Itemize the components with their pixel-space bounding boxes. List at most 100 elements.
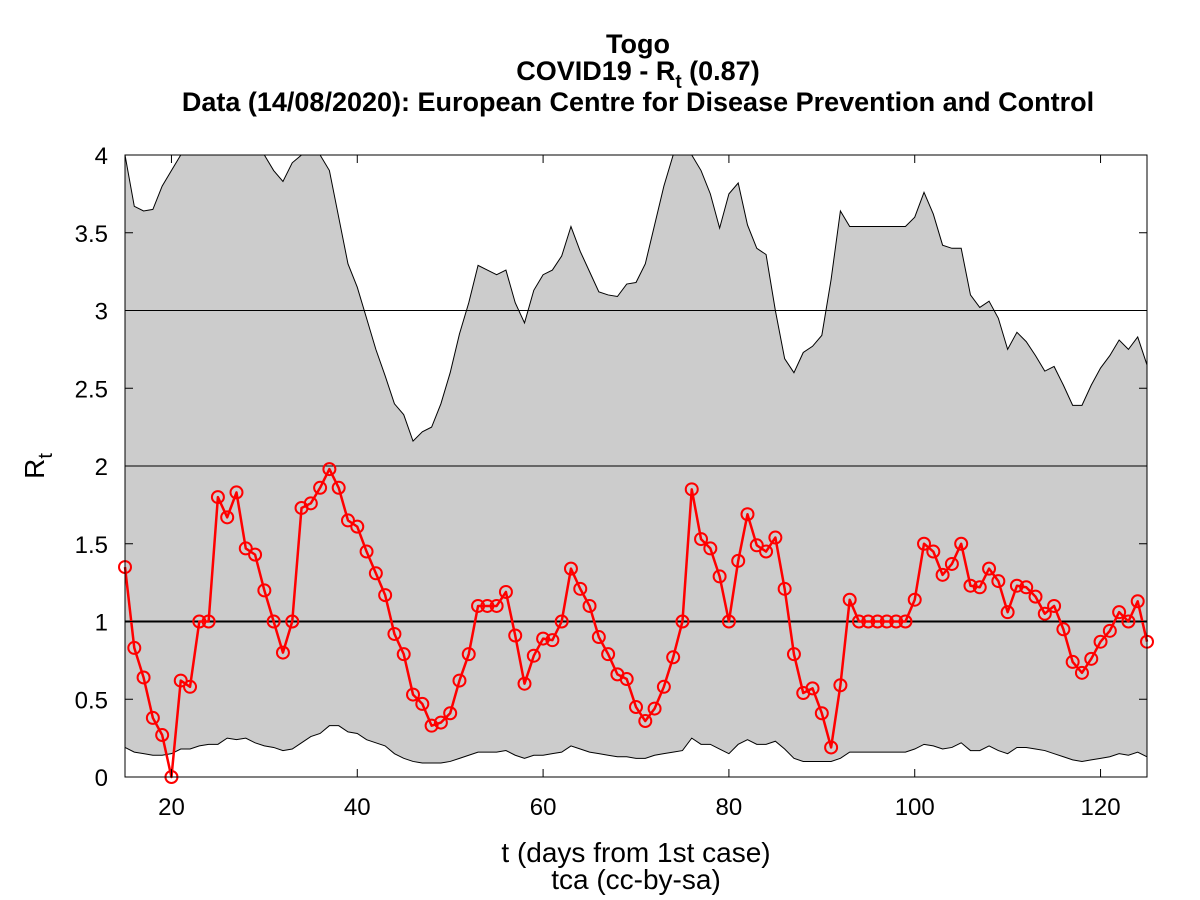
data-point	[1074, 665, 1089, 680]
caption: tca (cc-by-sa)	[551, 864, 721, 895]
y-tick-label: 0	[95, 765, 108, 792]
confidence-band	[124, 154, 1148, 764]
data-point	[991, 574, 1006, 589]
data-point	[508, 628, 523, 643]
data-point	[573, 581, 588, 596]
data-point	[684, 482, 699, 497]
data-point	[982, 561, 997, 576]
data-point	[768, 530, 783, 545]
data-point	[406, 687, 421, 702]
data-point	[721, 614, 736, 629]
data-point	[257, 583, 272, 598]
data-point	[127, 640, 142, 655]
data-point	[926, 544, 941, 559]
x-tick-label: 60	[530, 794, 557, 821]
data-point	[536, 631, 551, 646]
data-point	[759, 544, 774, 559]
data-point	[452, 673, 467, 688]
title-metric-prefix: COVID19 - R	[516, 56, 675, 86]
data-point	[972, 580, 987, 595]
data-point	[805, 681, 820, 696]
data-point	[777, 581, 792, 596]
data-point	[471, 598, 486, 613]
data-point	[554, 614, 569, 629]
data-point	[1009, 578, 1024, 593]
data-point	[861, 614, 876, 629]
data-point	[591, 630, 606, 645]
data-point	[210, 490, 225, 505]
data-point	[275, 645, 290, 660]
data-point	[285, 614, 300, 629]
data-point	[814, 706, 829, 721]
data-point	[629, 700, 643, 715]
data-point	[1093, 634, 1108, 649]
data-point	[1102, 623, 1117, 638]
data-point	[266, 614, 281, 629]
x-tick-label: 120	[1081, 794, 1121, 821]
title-metric-value: (0.87)	[682, 56, 760, 86]
x-tick-label: 20	[158, 794, 185, 821]
data-point	[136, 670, 151, 685]
data-point	[963, 578, 978, 593]
data-point	[656, 679, 671, 694]
x-axis-label: t (days from 1st case)	[501, 837, 770, 868]
data-point	[879, 614, 894, 629]
y-tick-label: 1.5	[75, 532, 108, 559]
data-point	[675, 614, 690, 629]
data-point	[1130, 594, 1145, 609]
title-country: Togo	[606, 29, 670, 59]
data-point	[694, 532, 709, 547]
title-metric: COVID19 - Rt (0.87)	[516, 56, 759, 93]
data-point	[387, 626, 402, 641]
data-point	[145, 710, 160, 725]
data-point	[842, 592, 857, 607]
data-point	[350, 519, 365, 534]
data-point	[517, 676, 532, 691]
data-point	[712, 569, 727, 584]
y-axis-label: Rt	[19, 453, 57, 479]
data-point	[638, 714, 653, 729]
band-upper-line	[124, 154, 1148, 443]
data-point	[229, 485, 244, 500]
data-point	[731, 553, 746, 568]
data-point	[238, 541, 253, 556]
data-point	[917, 536, 932, 551]
data-point	[619, 672, 634, 687]
data-point	[433, 715, 448, 730]
band-area	[125, 155, 1147, 764]
data-point	[526, 648, 541, 663]
data-point	[443, 706, 458, 721]
data-point	[248, 547, 263, 562]
data-point	[666, 650, 681, 665]
data-point	[1121, 614, 1136, 629]
y-tick-label: 4	[95, 143, 108, 170]
data-point	[498, 584, 513, 599]
data-point	[703, 541, 718, 556]
y-axis-label-main: R	[19, 459, 50, 479]
data-point	[954, 536, 969, 551]
data-point	[331, 480, 346, 495]
y-axis-label-sub: t	[35, 453, 57, 459]
data-point	[424, 718, 439, 733]
data-point	[1028, 589, 1043, 604]
y-tick-label: 1	[95, 610, 108, 637]
data-point	[322, 462, 337, 477]
data-point	[313, 480, 328, 495]
x-axis-ticks: 20 40 60 80 100 120	[158, 155, 1121, 821]
title-source: Data (14/08/2020): European Centre for D…	[182, 87, 1094, 117]
data-point	[749, 538, 764, 553]
rt-series	[118, 462, 1154, 784]
data-point	[833, 678, 848, 693]
data-point	[851, 614, 866, 629]
data-point	[1019, 580, 1034, 595]
x-tick-label: 80	[716, 794, 743, 821]
data-point	[740, 507, 755, 522]
data-point	[340, 513, 355, 528]
data-point	[601, 647, 616, 662]
data-point	[461, 647, 476, 662]
data-point	[192, 614, 207, 629]
y-tick-label: 2	[95, 454, 108, 481]
data-point	[786, 647, 801, 662]
data-point	[898, 614, 913, 629]
data-point	[1000, 605, 1015, 620]
